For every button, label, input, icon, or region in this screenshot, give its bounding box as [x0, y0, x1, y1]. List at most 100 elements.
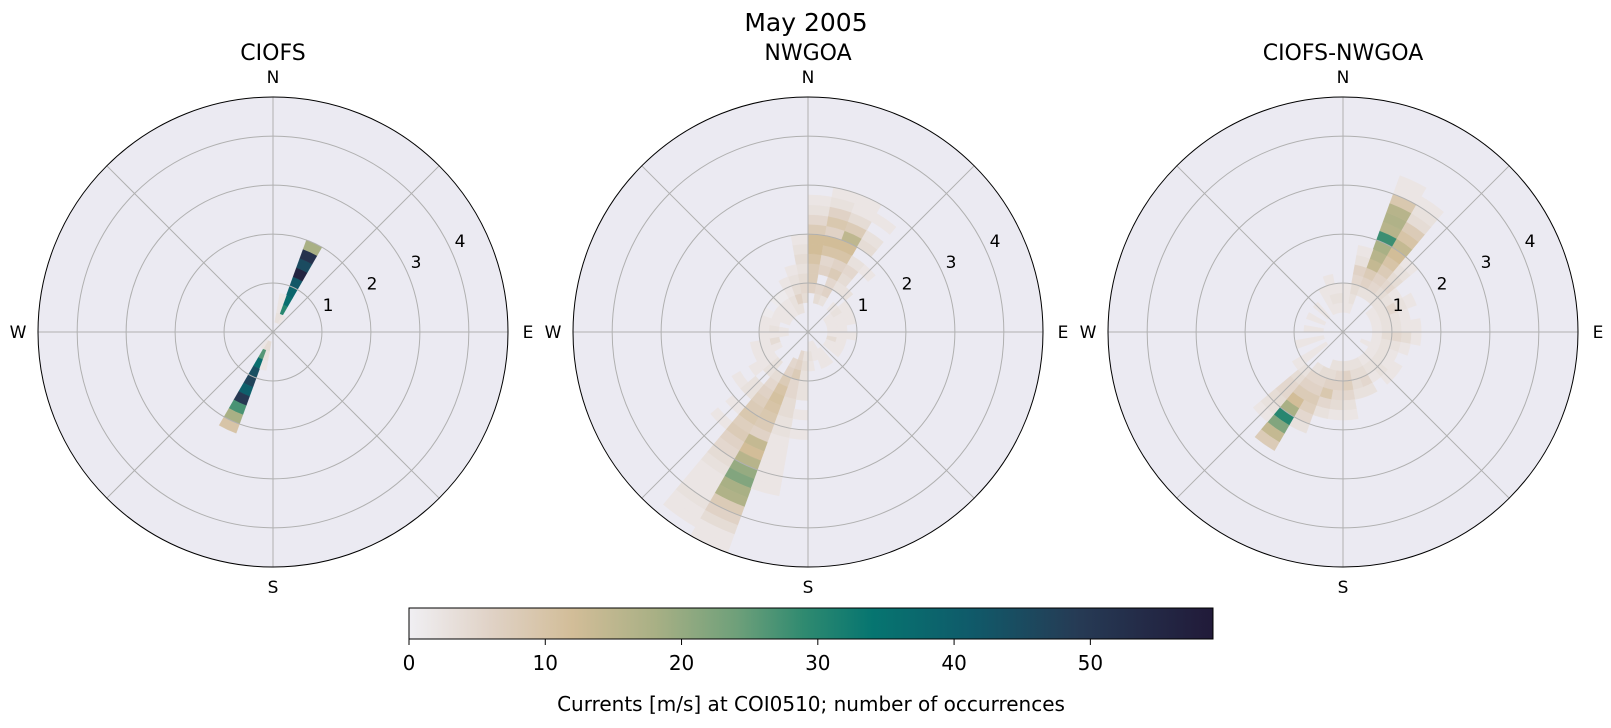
radial-tick-label: 3 — [411, 253, 422, 273]
radial-tick-label: 4 — [455, 232, 466, 252]
histogram-cell — [792, 408, 809, 421]
histogram-cell — [1334, 282, 1344, 294]
histogram-cell — [861, 229, 884, 250]
histogram-cell — [1330, 389, 1344, 401]
polar-panel-ciofs-nwgoa: 1 2 3 4 N E S W CIOFS-NWGOA — [1080, 41, 1604, 598]
radial-tick-label: 2 — [367, 275, 378, 295]
histogram-cell — [1390, 321, 1402, 333]
colorbar-tick-label: 40 — [941, 651, 966, 675]
panel-title: CIOFS-NWGOA — [1263, 41, 1424, 66]
radial-tick-label: 3 — [946, 253, 957, 273]
radial-tick-label: 1 — [323, 296, 334, 316]
polar-outline — [572, 96, 1044, 568]
compass-label-s: S — [268, 578, 279, 598]
histogram-cell — [807, 204, 831, 217]
histogram-cell — [822, 354, 834, 367]
histogram-cell — [830, 346, 843, 358]
compass-label-w: W — [1080, 323, 1097, 343]
histogram-cell — [260, 339, 269, 350]
colorbar-tick-label: 20 — [669, 651, 694, 675]
histogram-cell — [807, 273, 819, 285]
histogram-cells — [218, 239, 323, 434]
radial-tick-label: 4 — [1525, 232, 1536, 252]
histogram-cell — [1327, 408, 1344, 421]
histogram-cell — [1396, 175, 1427, 197]
colorbar-tick-label: 0 — [403, 651, 416, 675]
histogram-cell — [807, 263, 821, 275]
compass-label-e: E — [1058, 323, 1069, 343]
histogram-cell — [1342, 282, 1352, 294]
compass-label-n: N — [267, 68, 280, 88]
histogram-cell — [807, 243, 824, 256]
histogram-cell — [1410, 318, 1422, 333]
histogram-cell — [795, 389, 809, 401]
panel-title: CIOFS — [240, 41, 305, 66]
histogram-cell — [758, 323, 770, 333]
histogram-cell — [1410, 331, 1422, 346]
histogram-cell — [1342, 399, 1357, 411]
histogram-cell — [817, 357, 828, 370]
histogram-cell — [871, 213, 897, 235]
histogram-cell — [750, 478, 782, 497]
histogram-cell — [807, 194, 833, 207]
radial-tick-label: 4 — [990, 232, 1001, 252]
histogram-cell — [1329, 399, 1344, 411]
radial-tick-label: 1 — [1393, 296, 1404, 316]
compass-label-n: N — [802, 68, 815, 88]
colorbar-label: Currents [m/s] at COI0510; number of occ… — [557, 692, 1065, 716]
figure-title: May 2005 — [744, 8, 867, 37]
histogram-cell — [748, 361, 764, 377]
polar-outline — [37, 96, 509, 568]
compass-label-w: W — [545, 323, 562, 343]
histogram-cell — [1400, 319, 1412, 333]
compass-label-e: E — [523, 323, 534, 343]
histogram-cell — [1342, 370, 1352, 382]
histogram-cell — [1397, 341, 1411, 356]
angular-gridline — [1176, 165, 1510, 499]
radial-tick-label: 2 — [1437, 275, 1448, 295]
histogram-cell — [792, 243, 809, 256]
compass-label-w: W — [10, 323, 27, 343]
colorbar: 0 10 20 30 40 50 — [403, 607, 1214, 675]
radial-tick-label: 1 — [858, 296, 869, 316]
histogram-cell — [794, 253, 809, 265]
compass-label-n: N — [1337, 68, 1350, 88]
compass-label-s: S — [803, 578, 814, 598]
histogram-cell — [1305, 312, 1318, 323]
histogram-cell — [795, 263, 809, 275]
compass-label-s: S — [1338, 578, 1349, 598]
polar-panel-ciofs: 1 2 3 4 N E S W CIOFS — [10, 41, 534, 598]
colorbar-tick-label: 50 — [1078, 651, 1103, 675]
radial-tick-label: 2 — [902, 275, 913, 295]
compass-label-e: E — [1593, 323, 1604, 343]
polar-outline — [1107, 96, 1579, 568]
histogram-cells — [662, 187, 897, 554]
colorbar-tick-label: 10 — [533, 651, 558, 675]
histogram-cell — [1342, 389, 1356, 401]
histogram-cell — [1254, 429, 1280, 451]
histogram-cell — [1381, 323, 1393, 333]
histogram-cell — [846, 331, 858, 341]
histogram-cell — [811, 350, 819, 362]
histogram-cell — [259, 359, 269, 371]
radial-tick-label: 3 — [1481, 253, 1492, 273]
histogram-cell — [773, 306, 786, 318]
histogram-cell — [731, 370, 749, 389]
panel-title: NWGOA — [764, 41, 851, 66]
histogram-cell — [1402, 292, 1417, 309]
polar-panel-nwgoa: 1 2 3 4 N E S W NWGOA — [545, 41, 1069, 598]
angular-gridline — [641, 165, 975, 499]
histogram-cell — [807, 214, 829, 227]
histogram-cell — [790, 233, 809, 246]
histogram-cell — [797, 379, 809, 391]
histogram-cell — [835, 336, 847, 346]
histogram-cell — [1356, 244, 1374, 259]
histogram-cell — [784, 264, 799, 278]
angular-gridline — [106, 165, 440, 499]
histogram-cell — [1303, 324, 1315, 333]
histogram-cell — [1342, 408, 1359, 421]
histogram-cell — [277, 314, 286, 325]
histogram-cell — [1400, 331, 1412, 345]
histogram-cell — [277, 293, 287, 305]
